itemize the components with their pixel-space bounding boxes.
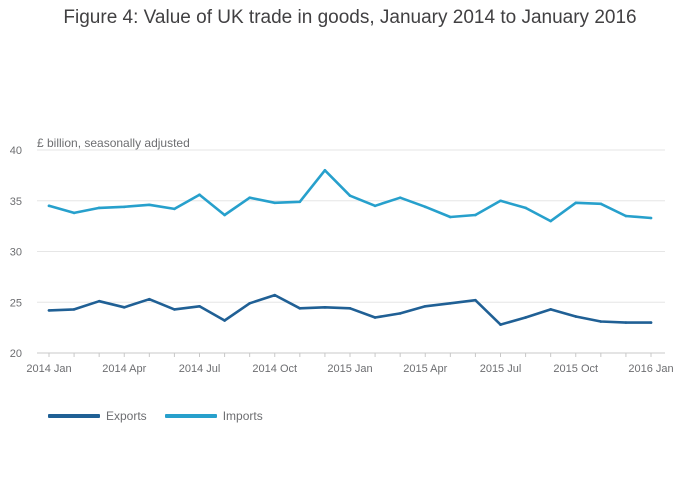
legend: Exports Imports [48, 409, 281, 423]
x-tick-label-2015-jul: 2015 Jul [480, 363, 522, 375]
data-point-imports [398, 196, 402, 200]
legend-label-imports: Imports [222, 409, 263, 423]
data-point-exports [574, 315, 578, 318]
chart-title: Figure 4: Value of UK trade in goods, Ja… [63, 7, 637, 28]
x-tick-label-2015-apr: 2015 Apr [403, 363, 447, 375]
data-point-exports [97, 299, 101, 303]
data-point-exports [223, 319, 226, 322]
legend-item-imports[interactable]: Imports [164, 409, 263, 423]
data-point-exports [248, 301, 251, 305]
data-point-imports [549, 219, 552, 223]
data-point-imports [599, 202, 603, 206]
legend-item-exports[interactable]: Exports [48, 409, 147, 423]
data-point-imports [499, 199, 502, 203]
data-point-exports [72, 308, 76, 311]
data-point-exports [449, 301, 452, 305]
y-tick-label-30: 30 [10, 247, 22, 259]
x-tick-label-2014-jul: 2014 Jul [179, 363, 221, 375]
data-point-exports [599, 320, 603, 323]
data-point-exports [122, 306, 126, 309]
y-axis-label: £ billion, seasonally adjusted [37, 136, 190, 150]
data-point-imports [574, 201, 578, 205]
data-point-exports [323, 306, 327, 309]
data-point-exports [198, 305, 201, 308]
data-point-exports [373, 316, 377, 319]
data-point-imports [348, 194, 352, 197]
data-point-imports [423, 205, 427, 209]
data-point-imports [72, 211, 76, 215]
data-point-imports [198, 193, 201, 196]
data-point-exports [273, 293, 277, 297]
data-point-imports [524, 206, 527, 210]
data-point-exports [348, 307, 352, 310]
data-point-imports [449, 215, 452, 219]
data-point-imports [97, 206, 101, 210]
y-tick-label-35: 35 [10, 196, 22, 208]
data-point-imports [223, 213, 226, 217]
data-point-imports [373, 204, 377, 208]
x-tick-label-2014-apr: 2014 Apr [102, 363, 146, 375]
data-point-imports [248, 196, 251, 200]
data-point-exports [423, 305, 427, 308]
x-tick-label-2016-jan: 2016 Jan [628, 363, 673, 375]
data-point-exports [173, 308, 176, 311]
data-point-imports [47, 204, 51, 208]
x-tick-label-2015-oct: 2015 Oct [553, 363, 598, 375]
y-tick-label-25: 25 [10, 297, 22, 309]
data-point-imports [298, 200, 302, 204]
data-point-imports [323, 169, 327, 172]
data-point-exports [47, 309, 51, 312]
data-point-imports [624, 214, 628, 218]
legend-swatch-imports [164, 414, 217, 418]
data-point-imports [649, 216, 653, 220]
y-tick-label-40: 40 [10, 145, 22, 157]
legend-label-exports: Exports [106, 409, 147, 423]
x-tick-label-2014-oct: 2014 Oct [252, 363, 297, 375]
data-point-exports [524, 316, 527, 319]
data-point-imports [173, 207, 176, 211]
data-point-exports [649, 321, 653, 324]
data-point-exports [298, 307, 302, 310]
series-line-exports [47, 293, 653, 326]
data-point-exports [499, 323, 502, 326]
y-tick-label-20: 20 [10, 348, 22, 360]
x-tick-label-2014-jan: 2014 Jan [26, 363, 71, 375]
data-point-exports [148, 297, 151, 301]
data-point-exports [624, 321, 628, 324]
data-point-imports [273, 201, 277, 205]
legend-swatch-exports [48, 414, 100, 418]
data-point-exports [398, 312, 402, 315]
data-point-exports [549, 308, 552, 311]
x-tick-label-2015-jan: 2015 Jan [327, 363, 372, 375]
data-point-exports [474, 298, 477, 302]
data-point-imports [122, 205, 126, 209]
data-point-imports [474, 213, 477, 217]
data-point-imports [148, 203, 151, 207]
